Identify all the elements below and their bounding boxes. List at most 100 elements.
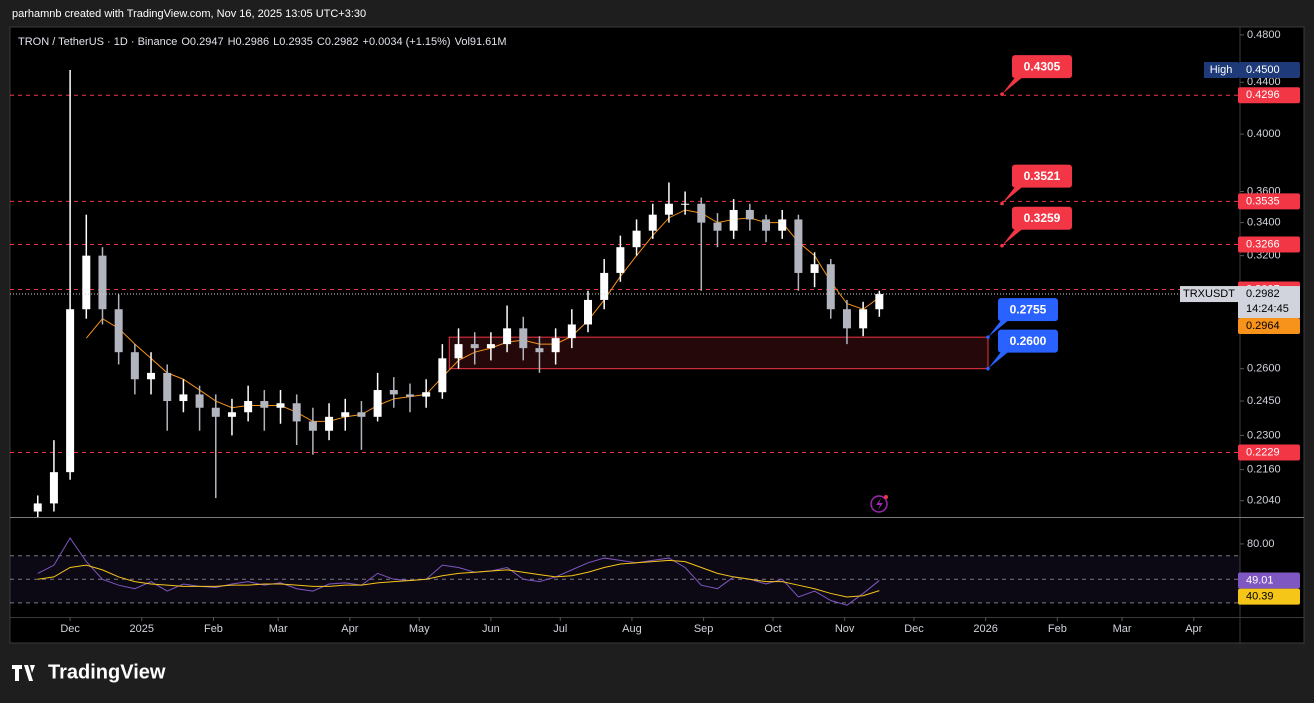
candle-body (454, 344, 463, 359)
candle-body (681, 203, 690, 205)
candle-body (373, 390, 382, 417)
candle-body (82, 255, 91, 310)
ma-last-label-box (1238, 318, 1300, 335)
rsi-value-label: 40.39 (1246, 591, 1274, 603)
candle-body (227, 412, 236, 417)
candle-body (616, 247, 625, 273)
symbol-box (1180, 286, 1238, 303)
x-tick-label: Jul (553, 623, 567, 635)
candle-body (486, 344, 495, 349)
candle-body (147, 372, 156, 380)
x-tick-label: Aug (622, 623, 642, 635)
candle-body (664, 203, 673, 215)
rsi-value-label-box (1238, 588, 1300, 605)
chart-frame (9, 26, 1305, 644)
icon-ring (870, 495, 888, 513)
callout-label: 0.2600 (1010, 334, 1047, 348)
candle-body (859, 309, 868, 329)
candle-body (503, 328, 512, 345)
y-tick-label: 0.2300 (1247, 429, 1281, 441)
x-tick-label: Dec (904, 623, 924, 635)
candle-body (470, 344, 479, 349)
candle-body (276, 403, 285, 408)
brand: TradingView (48, 661, 166, 683)
x-tick-label: 2025 (130, 623, 154, 635)
level-label: 0.3535 (1246, 195, 1280, 207)
candle-body (49, 472, 58, 504)
y-tick-label: 0.4000 (1247, 128, 1281, 140)
candle-body (260, 401, 269, 408)
callout-box (997, 298, 1058, 322)
x-tick-label: Dec (60, 623, 80, 635)
lightning-icon (870, 495, 888, 513)
x-tick-label: Sep (694, 623, 714, 635)
candle-body (632, 230, 641, 248)
legend: TRON / TetherUS · 1D · Binance O0.2947 H0.… (18, 36, 507, 48)
legend-symbol: TRON / TetherUS · 1D · Binance (18, 36, 177, 48)
rsi-pane: 80.00 49.01 40.39 (10, 537, 1300, 606)
x-tick-label: Apr (341, 623, 358, 635)
candle-body (244, 401, 253, 413)
x-tick-label: Oct (764, 623, 781, 635)
candle-body (584, 299, 593, 325)
candle-body (535, 348, 544, 353)
caption: parhamnb created with TradingView.com, N… (12, 8, 366, 20)
candle-body (713, 222, 722, 231)
candle-body (211, 407, 220, 417)
candle-body (341, 412, 350, 417)
callout-box (1012, 55, 1072, 79)
candle-body (389, 390, 398, 395)
icon-bolt (876, 498, 883, 510)
symbol-label: TRXUSDT (1183, 288, 1235, 300)
candle-body (842, 309, 851, 329)
price-pane: TRON / TetherUS · 1D · Binance O0.2947 H0.… (10, 29, 1300, 635)
last-price-label: 0.2982 (1246, 288, 1280, 300)
x-tick-label: May (409, 623, 430, 635)
level-label-box (1238, 193, 1300, 210)
legend-change: +0.0034 (+1.15%) (363, 36, 451, 48)
x-tick-label: Jun (482, 623, 500, 635)
candle-body (697, 203, 706, 223)
legend-open: O0.2947 (181, 36, 223, 48)
callout-box (1012, 164, 1072, 188)
callout-pointer (987, 319, 1010, 338)
callout-anchor (1000, 243, 1004, 248)
candle-body (438, 358, 447, 393)
candle-body (422, 392, 431, 397)
candle-body (33, 503, 42, 512)
candle-body (729, 209, 738, 231)
candle-body (163, 372, 172, 402)
candle-body (195, 394, 204, 408)
x-tick-label: Nov (835, 623, 855, 635)
last-price-box (1238, 286, 1300, 319)
callout-anchor (986, 366, 990, 371)
high-name: High (1210, 64, 1233, 76)
high-label: 0.4500 (1246, 64, 1280, 76)
callout-label: 0.3521 (1024, 169, 1061, 183)
y-tick-label: 0.2600 (1247, 363, 1281, 375)
candle-body (405, 394, 414, 397)
candle-body (648, 214, 657, 231)
x-tick-label: Feb (1048, 623, 1067, 635)
candle-body (114, 309, 123, 353)
x-tick-label: Mar (1113, 623, 1132, 635)
candle-body (551, 338, 560, 353)
y-tick-label: 0.2040 (1247, 495, 1281, 507)
icon-dot (884, 495, 888, 499)
candle-body (292, 403, 301, 422)
legend-close: C0.2982 (317, 36, 359, 48)
candle-body (325, 416, 334, 431)
callout-anchor (986, 335, 990, 339)
candle-body (826, 264, 835, 310)
logo-mark (12, 665, 35, 681)
rsi-line (37, 559, 880, 598)
candle-body (567, 324, 576, 339)
level-label: 0.2229 (1246, 446, 1280, 458)
callout-box (1012, 206, 1072, 230)
candle-body (308, 421, 317, 431)
callout-label: 0.4305 (1024, 59, 1061, 73)
legend-high: H0.2986 (228, 36, 270, 48)
candle-body (778, 219, 787, 231)
